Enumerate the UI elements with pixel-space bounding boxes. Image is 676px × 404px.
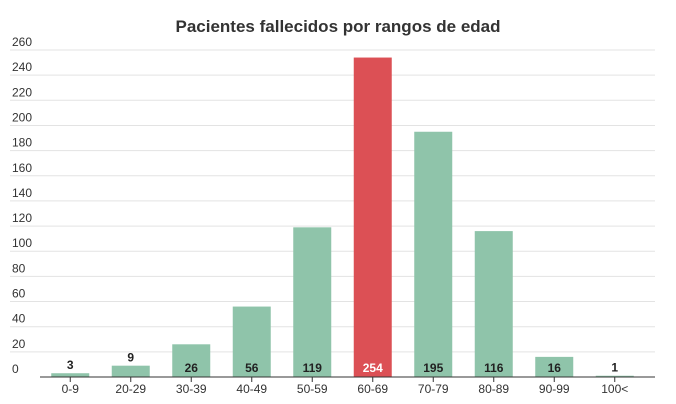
x-tick-label: 90-99: [539, 382, 570, 396]
value-label: 116: [484, 361, 504, 375]
grid-layer: [10, 49, 655, 353]
y-tick-label: 60: [12, 287, 26, 301]
y-tick-label: 200: [12, 110, 32, 124]
bar: [232, 306, 271, 377]
x-tick-label: 20-29: [115, 382, 146, 396]
y-tick-label: 180: [12, 136, 32, 150]
y-tick-label: 140: [12, 186, 32, 200]
x-tick-label: 30-39: [176, 382, 207, 396]
chart-title: Pacientes fallecidos por rangos de edad: [175, 17, 501, 36]
value-label: 3: [67, 358, 74, 372]
x-tick-label: 100<: [601, 382, 628, 396]
x-tick-label: 50-59: [297, 382, 328, 396]
bars-layer: [51, 57, 634, 378]
labels-layer: 3 9 26 56 119 254 195 116 16 1: [67, 351, 619, 375]
y-tick-label: 160: [12, 161, 32, 175]
bar: [111, 365, 150, 377]
value-label: 254: [363, 361, 383, 375]
bar: [293, 227, 332, 377]
y-tick-label: 220: [12, 85, 32, 99]
bar: [595, 375, 634, 377]
y-tick-label: 40: [12, 312, 26, 326]
value-label: 56: [245, 361, 259, 375]
value-label: 16: [548, 361, 562, 375]
x-tick-label: 40-49: [236, 382, 267, 396]
value-label: 195: [423, 361, 443, 375]
value-label: 1: [611, 361, 618, 375]
bar: [172, 344, 211, 377]
axis-layer: 0 20 40 60 80 100 120 140 160 180 200 220 240 260 0-9 2…: [12, 35, 655, 396]
bar: [474, 231, 513, 377]
bar: [353, 57, 392, 378]
bar: [414, 131, 453, 377]
y-tick-label: 20: [12, 337, 26, 351]
x-tick-label: 0-9: [62, 382, 80, 396]
y-tick-label: 100: [12, 236, 32, 250]
value-label: 26: [185, 361, 199, 375]
value-label: 9: [127, 351, 134, 365]
value-label: 119: [303, 361, 323, 375]
bar: [535, 356, 574, 377]
y-tick-label: 260: [12, 35, 32, 49]
x-tick-label: 70-79: [418, 382, 449, 396]
y-tick-label: 0: [12, 362, 19, 376]
x-tick-label: 80-89: [478, 382, 509, 396]
y-tick-label: 240: [12, 60, 32, 74]
x-tick-label: 60-69: [357, 382, 388, 396]
y-tick-label: 80: [12, 261, 26, 275]
bar: [51, 373, 90, 377]
y-tick-label: 120: [12, 211, 32, 225]
